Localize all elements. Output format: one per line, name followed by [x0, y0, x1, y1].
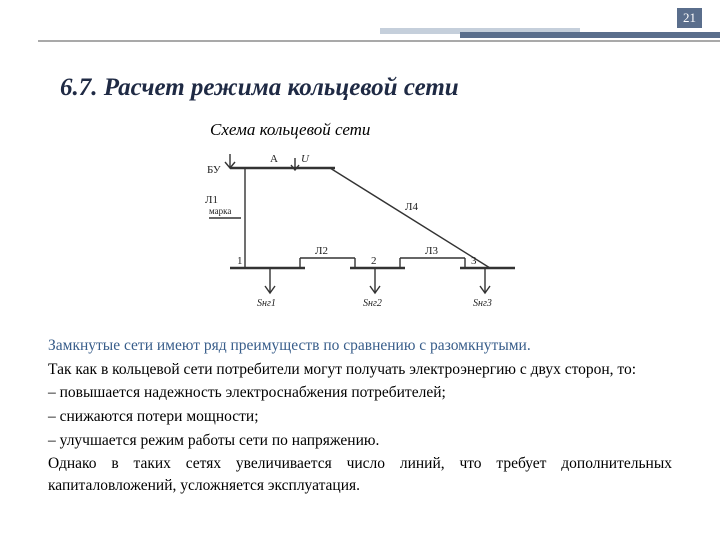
accent-bar-dark	[460, 32, 720, 38]
label-marka: марка	[209, 206, 231, 216]
page-title: 6.7. Расчет режима кольцевой сети	[60, 74, 459, 102]
label-n3: 3	[471, 255, 477, 267]
ring-network-diagram: А U БУ Л1 марка Л2 Л3 Л4 1 2 3 Sнг1 Sнг2…	[175, 148, 535, 323]
label-s1: Sнг1	[257, 298, 276, 309]
para-intro: Так как в кольцевой сети потребители мог…	[48, 359, 672, 381]
bullet-3: – улучшается режим работы сети по напряж…	[48, 430, 672, 452]
label-l3: Л3	[425, 245, 438, 257]
para-final: Однако в таких сетях увеличивается число…	[48, 453, 672, 496]
label-n1: 1	[237, 255, 243, 267]
header-underline	[38, 40, 720, 42]
label-l4: Л4	[405, 201, 418, 213]
para-highlight: Замкнутые сети имеют ряд преимуществ по …	[48, 335, 672, 357]
label-u: U	[301, 153, 310, 165]
label-bu: БУ	[207, 164, 221, 176]
bullet-1: – повышается надежность электроснабжения…	[48, 382, 672, 404]
page-number: 21	[677, 8, 702, 28]
label-s3: Sнг3	[473, 298, 492, 309]
bullet-2: – снижаются потери мощности;	[48, 406, 672, 428]
header-accent	[380, 28, 720, 40]
label-l2: Л2	[315, 245, 328, 257]
label-l1: Л1	[205, 194, 218, 206]
label-n2: 2	[371, 255, 377, 267]
label-a: А	[270, 153, 278, 165]
body-text: Замкнутые сети имеют ряд преимуществ по …	[48, 335, 672, 499]
label-s2: Sнг2	[363, 298, 382, 309]
diagram-caption: Схема кольцевой сети	[210, 120, 370, 140]
